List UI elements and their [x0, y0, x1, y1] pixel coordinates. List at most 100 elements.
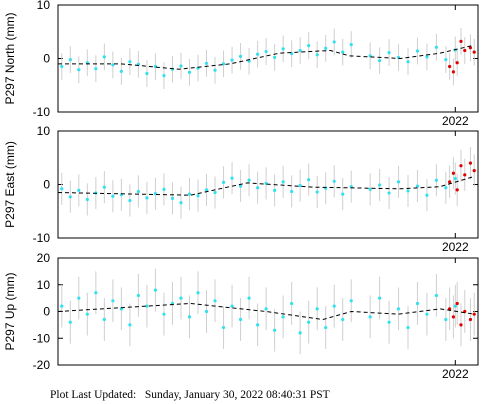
data-point: [213, 299, 217, 303]
data-point: [448, 180, 452, 184]
data-point: [387, 320, 391, 324]
data-point: [444, 317, 448, 322]
data-point: [324, 325, 328, 330]
data-point: [136, 293, 141, 298]
data-point: [94, 291, 98, 295]
data-point: [406, 60, 410, 64]
y-tick-label: 0: [43, 305, 50, 319]
data-point: [136, 189, 141, 194]
data-point: [444, 186, 448, 190]
data-point: [472, 168, 476, 173]
data-point: [298, 331, 302, 335]
data-point: [68, 57, 72, 62]
data-point: [396, 180, 401, 184]
data-point: [238, 54, 243, 58]
data-point: [406, 189, 410, 193]
data-point: [463, 173, 467, 177]
data-point: [145, 71, 149, 76]
data-point: [281, 180, 285, 184]
data-point: [247, 178, 251, 182]
data-point: [463, 48, 467, 53]
y-axis-label: P297 Up (mm): [3, 272, 17, 350]
data-point: [179, 296, 183, 300]
data-point: [145, 304, 149, 308]
data-point: [455, 61, 459, 65]
data-point: [204, 188, 209, 192]
model-line: [58, 44, 475, 70]
data-point: [255, 186, 260, 190]
data-point: [111, 63, 115, 67]
data-point: [187, 192, 192, 196]
data-point: [425, 55, 429, 59]
data-point: [455, 188, 459, 192]
data-point: [273, 55, 277, 60]
data-point: [425, 312, 429, 316]
data-point: [238, 317, 243, 322]
data-point: [162, 187, 166, 191]
data-point: [307, 178, 311, 182]
data-point: [448, 64, 452, 69]
data-point: [341, 317, 345, 322]
data-point: [68, 195, 72, 199]
data-point: [315, 190, 319, 194]
data-point: [459, 39, 463, 43]
data-point: [368, 187, 372, 191]
y-tick-label: 10: [37, 124, 51, 138]
footer: Plot Last Updated: Sunday, January 30, 2…: [50, 389, 330, 401]
data-point: [60, 187, 64, 191]
data-point: [315, 307, 319, 311]
data-point: [455, 301, 459, 306]
data-point: [444, 57, 448, 62]
data-point: [264, 49, 268, 54]
data-point: [179, 64, 183, 68]
data-point: [425, 193, 429, 197]
data-point: [187, 70, 192, 75]
data-point: [415, 301, 420, 306]
data-point: [349, 299, 353, 303]
x-tick-label: 2022: [442, 240, 469, 254]
data-point: [85, 197, 89, 202]
data-point: [128, 323, 132, 327]
data-point: [298, 183, 302, 188]
data-point: [255, 323, 260, 327]
data-point: [451, 315, 456, 319]
data-point: [468, 46, 473, 50]
y-tick-label: -20: [33, 358, 51, 372]
data-point: [128, 60, 132, 64]
data-point: [341, 50, 345, 54]
data-point: [179, 201, 183, 205]
data-point: [324, 46, 328, 50]
data-point: [451, 171, 456, 175]
x-tick-label: 2022: [442, 367, 469, 381]
data-point: [77, 296, 81, 300]
data-point: [387, 51, 391, 55]
data-point: [230, 176, 234, 180]
data-point: [415, 184, 420, 188]
data-point: [196, 194, 200, 198]
data-point: [221, 180, 226, 184]
data-point: [85, 312, 89, 316]
data-point: [204, 61, 209, 65]
data-point: [349, 42, 353, 47]
data-point: [378, 296, 382, 300]
data-point: [111, 299, 115, 303]
data-point: [128, 198, 132, 203]
plot-area: [58, 28, 476, 89]
data-point: [162, 312, 166, 316]
data-point: [406, 325, 410, 330]
data-point: [264, 307, 268, 311]
y-tick-label: 0: [43, 178, 50, 192]
data-point: [315, 53, 319, 57]
model-line: [57, 302, 475, 321]
data-point: [213, 68, 217, 72]
data-point: [459, 164, 463, 168]
data-point: [94, 67, 98, 71]
data-point: [145, 196, 149, 200]
data-point: [415, 49, 420, 53]
data-point: [170, 196, 175, 201]
data-point: [60, 64, 64, 69]
data-point: [451, 70, 456, 74]
data-point: [213, 190, 217, 195]
